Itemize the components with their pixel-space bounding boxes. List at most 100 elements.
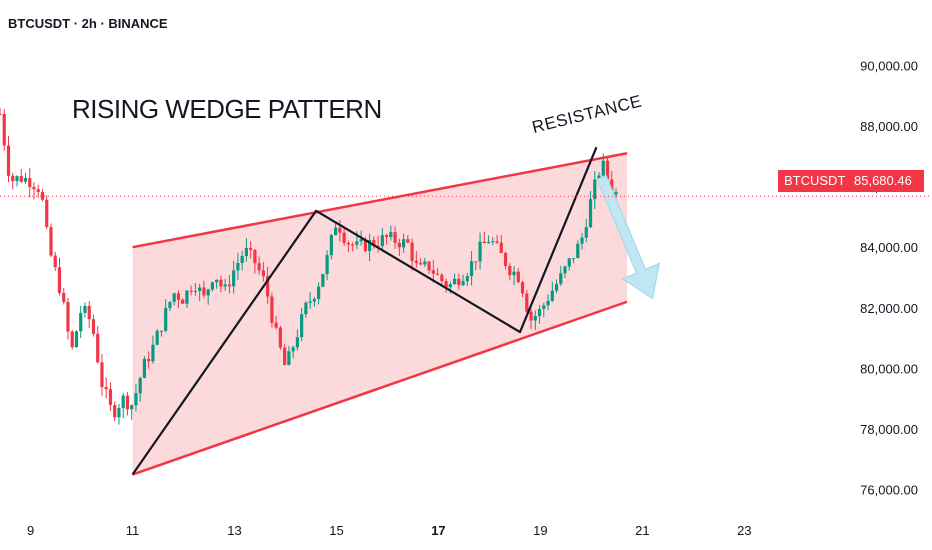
candle-up bbox=[567, 258, 571, 267]
candlestick-series bbox=[0, 107, 618, 425]
wedge-pattern bbox=[132, 151, 628, 476]
candle-down bbox=[266, 276, 270, 297]
candle-down bbox=[385, 235, 389, 238]
candle-up bbox=[300, 314, 304, 338]
last-price-symbol-tag: BTCUSDT bbox=[778, 170, 852, 192]
candle-down bbox=[189, 290, 193, 292]
candle-up bbox=[452, 278, 457, 285]
candle-up bbox=[240, 256, 244, 263]
candle-down bbox=[28, 178, 32, 188]
candle-up bbox=[593, 179, 597, 200]
candle-up bbox=[79, 312, 83, 332]
candle-down bbox=[32, 187, 36, 190]
candle-down bbox=[45, 199, 49, 228]
candle-up bbox=[448, 284, 452, 288]
candle-down bbox=[418, 263, 423, 265]
candle-down bbox=[363, 239, 367, 251]
candle-up bbox=[389, 232, 393, 238]
candle-down bbox=[125, 395, 130, 410]
candle-up bbox=[491, 241, 495, 243]
candle-down bbox=[100, 362, 104, 388]
candle-up bbox=[172, 293, 176, 302]
candle-up bbox=[198, 287, 202, 292]
candle-down bbox=[274, 322, 278, 328]
candle-up bbox=[308, 301, 312, 303]
down-arrow-projection bbox=[596, 174, 661, 300]
candle-up bbox=[159, 330, 164, 332]
candle-up bbox=[368, 240, 372, 251]
candle-up bbox=[15, 176, 19, 182]
candle-down bbox=[376, 245, 380, 247]
date-tick-label: 15 bbox=[329, 523, 343, 538]
candle-down bbox=[147, 358, 151, 362]
candle-up bbox=[380, 235, 384, 247]
candle-down bbox=[283, 347, 287, 365]
candle-down bbox=[70, 331, 74, 348]
candle-down bbox=[227, 284, 232, 287]
candle-up bbox=[117, 408, 121, 418]
candle-down bbox=[393, 232, 397, 243]
candle-up bbox=[401, 239, 406, 248]
candle-down bbox=[87, 305, 91, 320]
candle-up bbox=[550, 290, 554, 301]
candle-down bbox=[440, 274, 444, 282]
price-tick-label: 76,000.00 bbox=[860, 483, 918, 498]
candle-down bbox=[525, 293, 529, 312]
candle-up bbox=[210, 282, 215, 290]
date-tick-label: 9 bbox=[27, 523, 34, 538]
candle-down bbox=[57, 267, 62, 293]
pattern-lines bbox=[0, 146, 932, 476]
candle-up bbox=[121, 395, 125, 409]
candle-down bbox=[66, 301, 70, 332]
candle-up bbox=[295, 337, 299, 348]
symbol-header[interactable]: BTCUSDT · 2h · BINANCE bbox=[8, 16, 168, 31]
candle-up bbox=[546, 300, 550, 306]
candle-up bbox=[469, 261, 474, 277]
price-axis[interactable]: 76,000.00 78,000.00 80,000.00 82,000.00 84,0… bbox=[860, 58, 918, 497]
time-axis[interactable]: 9 11 13 15 17 19 21 23 bbox=[27, 523, 752, 538]
candle-down bbox=[181, 299, 185, 304]
resistance-line bbox=[132, 151, 628, 249]
candle-down bbox=[249, 247, 253, 250]
candle-up bbox=[588, 199, 593, 228]
price-tick-label: 82,000.00 bbox=[860, 301, 918, 316]
candle-up bbox=[571, 258, 576, 260]
candle-up bbox=[215, 279, 219, 283]
candle-up bbox=[597, 175, 601, 180]
candle-down bbox=[62, 292, 66, 302]
candle-up bbox=[168, 301, 172, 309]
date-tick-label: 11 bbox=[126, 523, 140, 538]
candle-down bbox=[219, 279, 223, 287]
candle-up bbox=[486, 241, 491, 244]
candle-up bbox=[151, 344, 155, 362]
candle-up bbox=[537, 308, 542, 316]
candle-down bbox=[104, 387, 108, 390]
price-tick-label: 78,000.00 bbox=[860, 422, 918, 437]
candle-down bbox=[351, 244, 355, 246]
date-tick-label: 23 bbox=[737, 523, 751, 538]
candle-up bbox=[478, 241, 482, 262]
candle-down bbox=[444, 281, 448, 288]
candle-down bbox=[261, 270, 265, 277]
candle-down bbox=[257, 263, 261, 271]
candle-down bbox=[474, 261, 478, 263]
candle-up bbox=[533, 315, 537, 321]
candle-up bbox=[223, 284, 227, 287]
candle-up bbox=[304, 302, 308, 315]
candle-down bbox=[427, 261, 431, 271]
candle-up bbox=[23, 178, 28, 182]
candle-up bbox=[461, 281, 465, 286]
date-tick-label: 17 bbox=[431, 523, 445, 538]
candle-up bbox=[614, 191, 618, 195]
candle-down bbox=[36, 189, 40, 193]
candle-down bbox=[91, 319, 96, 334]
candle-up bbox=[83, 305, 87, 313]
candle-up bbox=[155, 330, 159, 345]
price-tick-label: 90,000.00 bbox=[860, 58, 918, 73]
candle-up bbox=[359, 239, 363, 242]
support-line bbox=[132, 300, 628, 476]
date-tick-label: 21 bbox=[635, 523, 649, 538]
candle-down bbox=[410, 242, 414, 261]
candle-down bbox=[431, 270, 435, 274]
